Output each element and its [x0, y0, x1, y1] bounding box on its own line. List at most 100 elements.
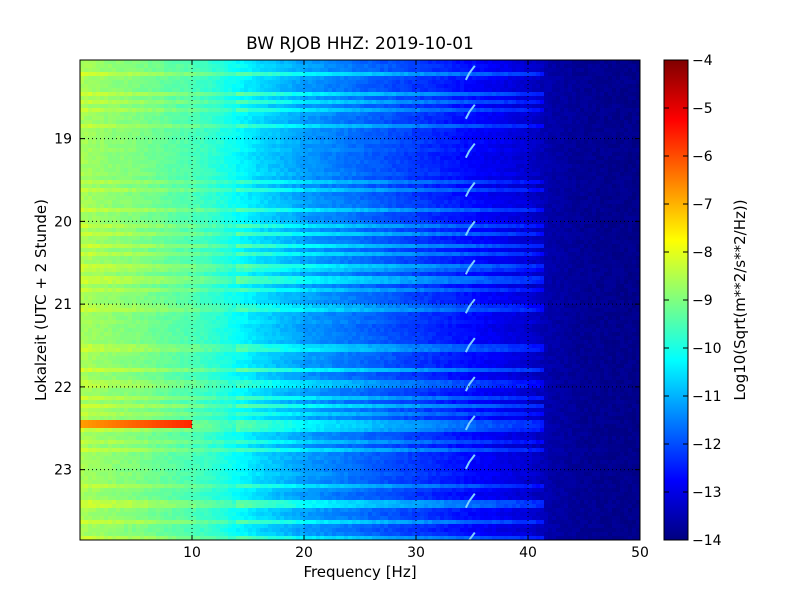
heatmap-cell — [248, 124, 253, 129]
heatmap-cell — [292, 104, 297, 109]
heatmap-cell — [440, 172, 445, 177]
heatmap-cell — [524, 172, 529, 177]
heatmap-cell — [256, 164, 261, 169]
heatmap-cell — [352, 168, 357, 173]
heatmap-cell — [620, 68, 625, 73]
heatmap-cell — [412, 116, 417, 121]
heatmap-cell — [592, 92, 597, 97]
heatmap-cell — [528, 136, 533, 141]
heatmap-cell — [568, 104, 573, 109]
heatmap-cell — [572, 160, 577, 165]
heatmap-cell — [376, 132, 381, 137]
heatmap-cell — [480, 128, 485, 133]
heatmap-cell — [620, 144, 625, 149]
heatmap-cell — [432, 64, 437, 69]
heatmap-cell — [132, 144, 137, 149]
heatmap-cell — [144, 136, 149, 141]
heatmap-cell — [232, 132, 237, 137]
heatmap-cell — [580, 160, 585, 165]
heatmap-cell — [320, 116, 325, 121]
heatmap-cell — [404, 96, 409, 101]
heatmap-cell — [604, 156, 609, 161]
heatmap-cell — [616, 144, 621, 149]
heatmap-cell — [416, 108, 421, 113]
heatmap-cell — [100, 164, 105, 169]
heatmap-cell — [192, 72, 197, 77]
heatmap-cell — [612, 156, 617, 161]
heatmap-cell — [416, 64, 421, 69]
heatmap-cell — [496, 96, 501, 101]
heatmap-row — [80, 168, 640, 173]
heatmap-cell — [404, 140, 409, 145]
heatmap-cell — [296, 108, 301, 113]
heatmap-cell — [332, 68, 337, 73]
heatmap-cell — [392, 116, 397, 121]
heatmap-cell — [256, 160, 261, 165]
heatmap-cell — [580, 108, 585, 113]
heatmap-cell — [260, 76, 265, 81]
heatmap-cell — [88, 84, 93, 89]
heatmap-cell — [200, 112, 205, 117]
heatmap-cell — [336, 80, 341, 85]
heatmap-cell — [596, 160, 601, 165]
heatmap-cell — [540, 160, 545, 165]
heatmap-cell — [424, 144, 429, 149]
heatmap-cell — [96, 136, 101, 141]
heatmap-cell — [348, 188, 353, 193]
heatmap-cell — [236, 104, 241, 109]
heatmap-cell — [596, 176, 601, 181]
heatmap-cell — [196, 160, 201, 165]
heatmap-cell — [256, 188, 261, 193]
heatmap-cell — [444, 60, 449, 65]
heatmap-cell — [340, 64, 345, 69]
heatmap-cell — [172, 100, 177, 105]
heatmap-cell — [388, 116, 393, 121]
heatmap-cell — [412, 144, 417, 149]
heatmap-cell — [152, 88, 157, 93]
heatmap-cell — [356, 116, 361, 121]
heatmap-cell — [196, 112, 201, 117]
heatmap-cell — [276, 144, 281, 149]
heatmap-cell — [248, 84, 253, 89]
heatmap-cell — [120, 164, 125, 169]
heatmap-cell — [240, 184, 245, 189]
heatmap-cell — [344, 112, 349, 117]
heatmap-cell — [576, 176, 581, 181]
heatmap-cell — [412, 136, 417, 141]
heatmap-cell — [148, 200, 153, 205]
heatmap-cell — [176, 132, 181, 137]
heatmap-cell — [396, 144, 401, 149]
heatmap-cell — [232, 60, 237, 65]
heatmap-cell — [196, 104, 201, 109]
heatmap-cell — [596, 164, 601, 169]
heatmap-cell — [620, 156, 625, 161]
heatmap-cell — [412, 132, 417, 137]
heatmap-cell — [360, 68, 365, 73]
heatmap-cell — [436, 68, 441, 73]
heatmap-cell — [296, 136, 301, 141]
heatmap-cell — [388, 64, 393, 69]
heatmap-cell — [240, 164, 245, 169]
heatmap-cell — [592, 144, 597, 149]
heatmap-cell — [348, 172, 353, 177]
heatmap-cell — [344, 152, 349, 157]
heatmap-cell — [404, 192, 409, 197]
heatmap-cell — [492, 64, 497, 69]
heatmap-cell — [420, 144, 425, 149]
heatmap-cell — [588, 92, 593, 97]
heatmap-cell — [568, 96, 573, 101]
heatmap-cell — [568, 176, 573, 181]
heatmap-cell — [516, 112, 521, 117]
heatmap-cell — [236, 116, 241, 121]
heatmap-cell — [108, 192, 113, 197]
heatmap-cell — [116, 136, 121, 141]
heatmap-cell — [448, 64, 453, 69]
heatmap-cell — [84, 156, 89, 161]
heatmap-cell — [432, 156, 437, 161]
heatmap-cell — [140, 64, 145, 69]
heatmap-row — [80, 128, 640, 133]
heatmap-cell — [100, 144, 105, 149]
heatmap-cell — [264, 124, 269, 129]
heatmap-cell — [556, 156, 561, 161]
heatmap-cell — [232, 120, 237, 125]
